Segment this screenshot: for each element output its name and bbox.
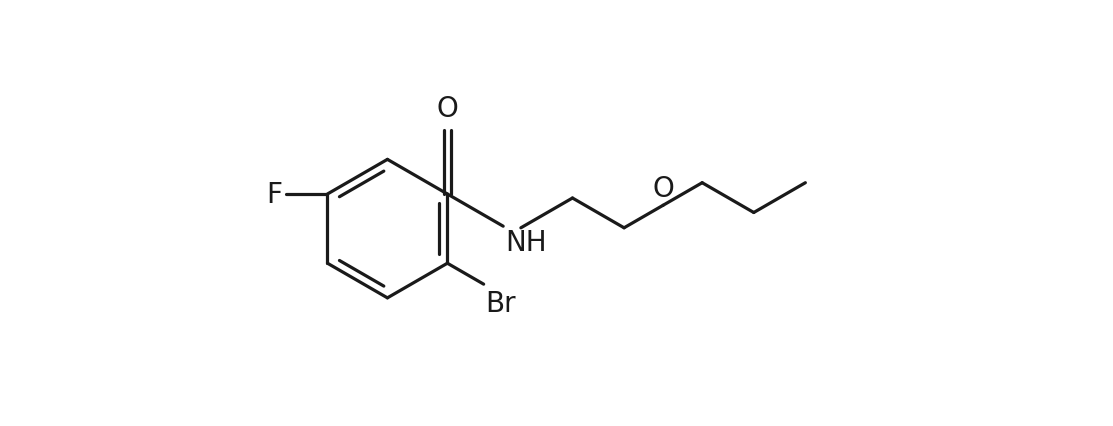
Text: F: F bbox=[266, 181, 283, 208]
Text: Br: Br bbox=[485, 289, 516, 317]
Text: O: O bbox=[652, 175, 674, 202]
Text: O: O bbox=[436, 95, 459, 123]
Text: NH: NH bbox=[505, 228, 546, 256]
